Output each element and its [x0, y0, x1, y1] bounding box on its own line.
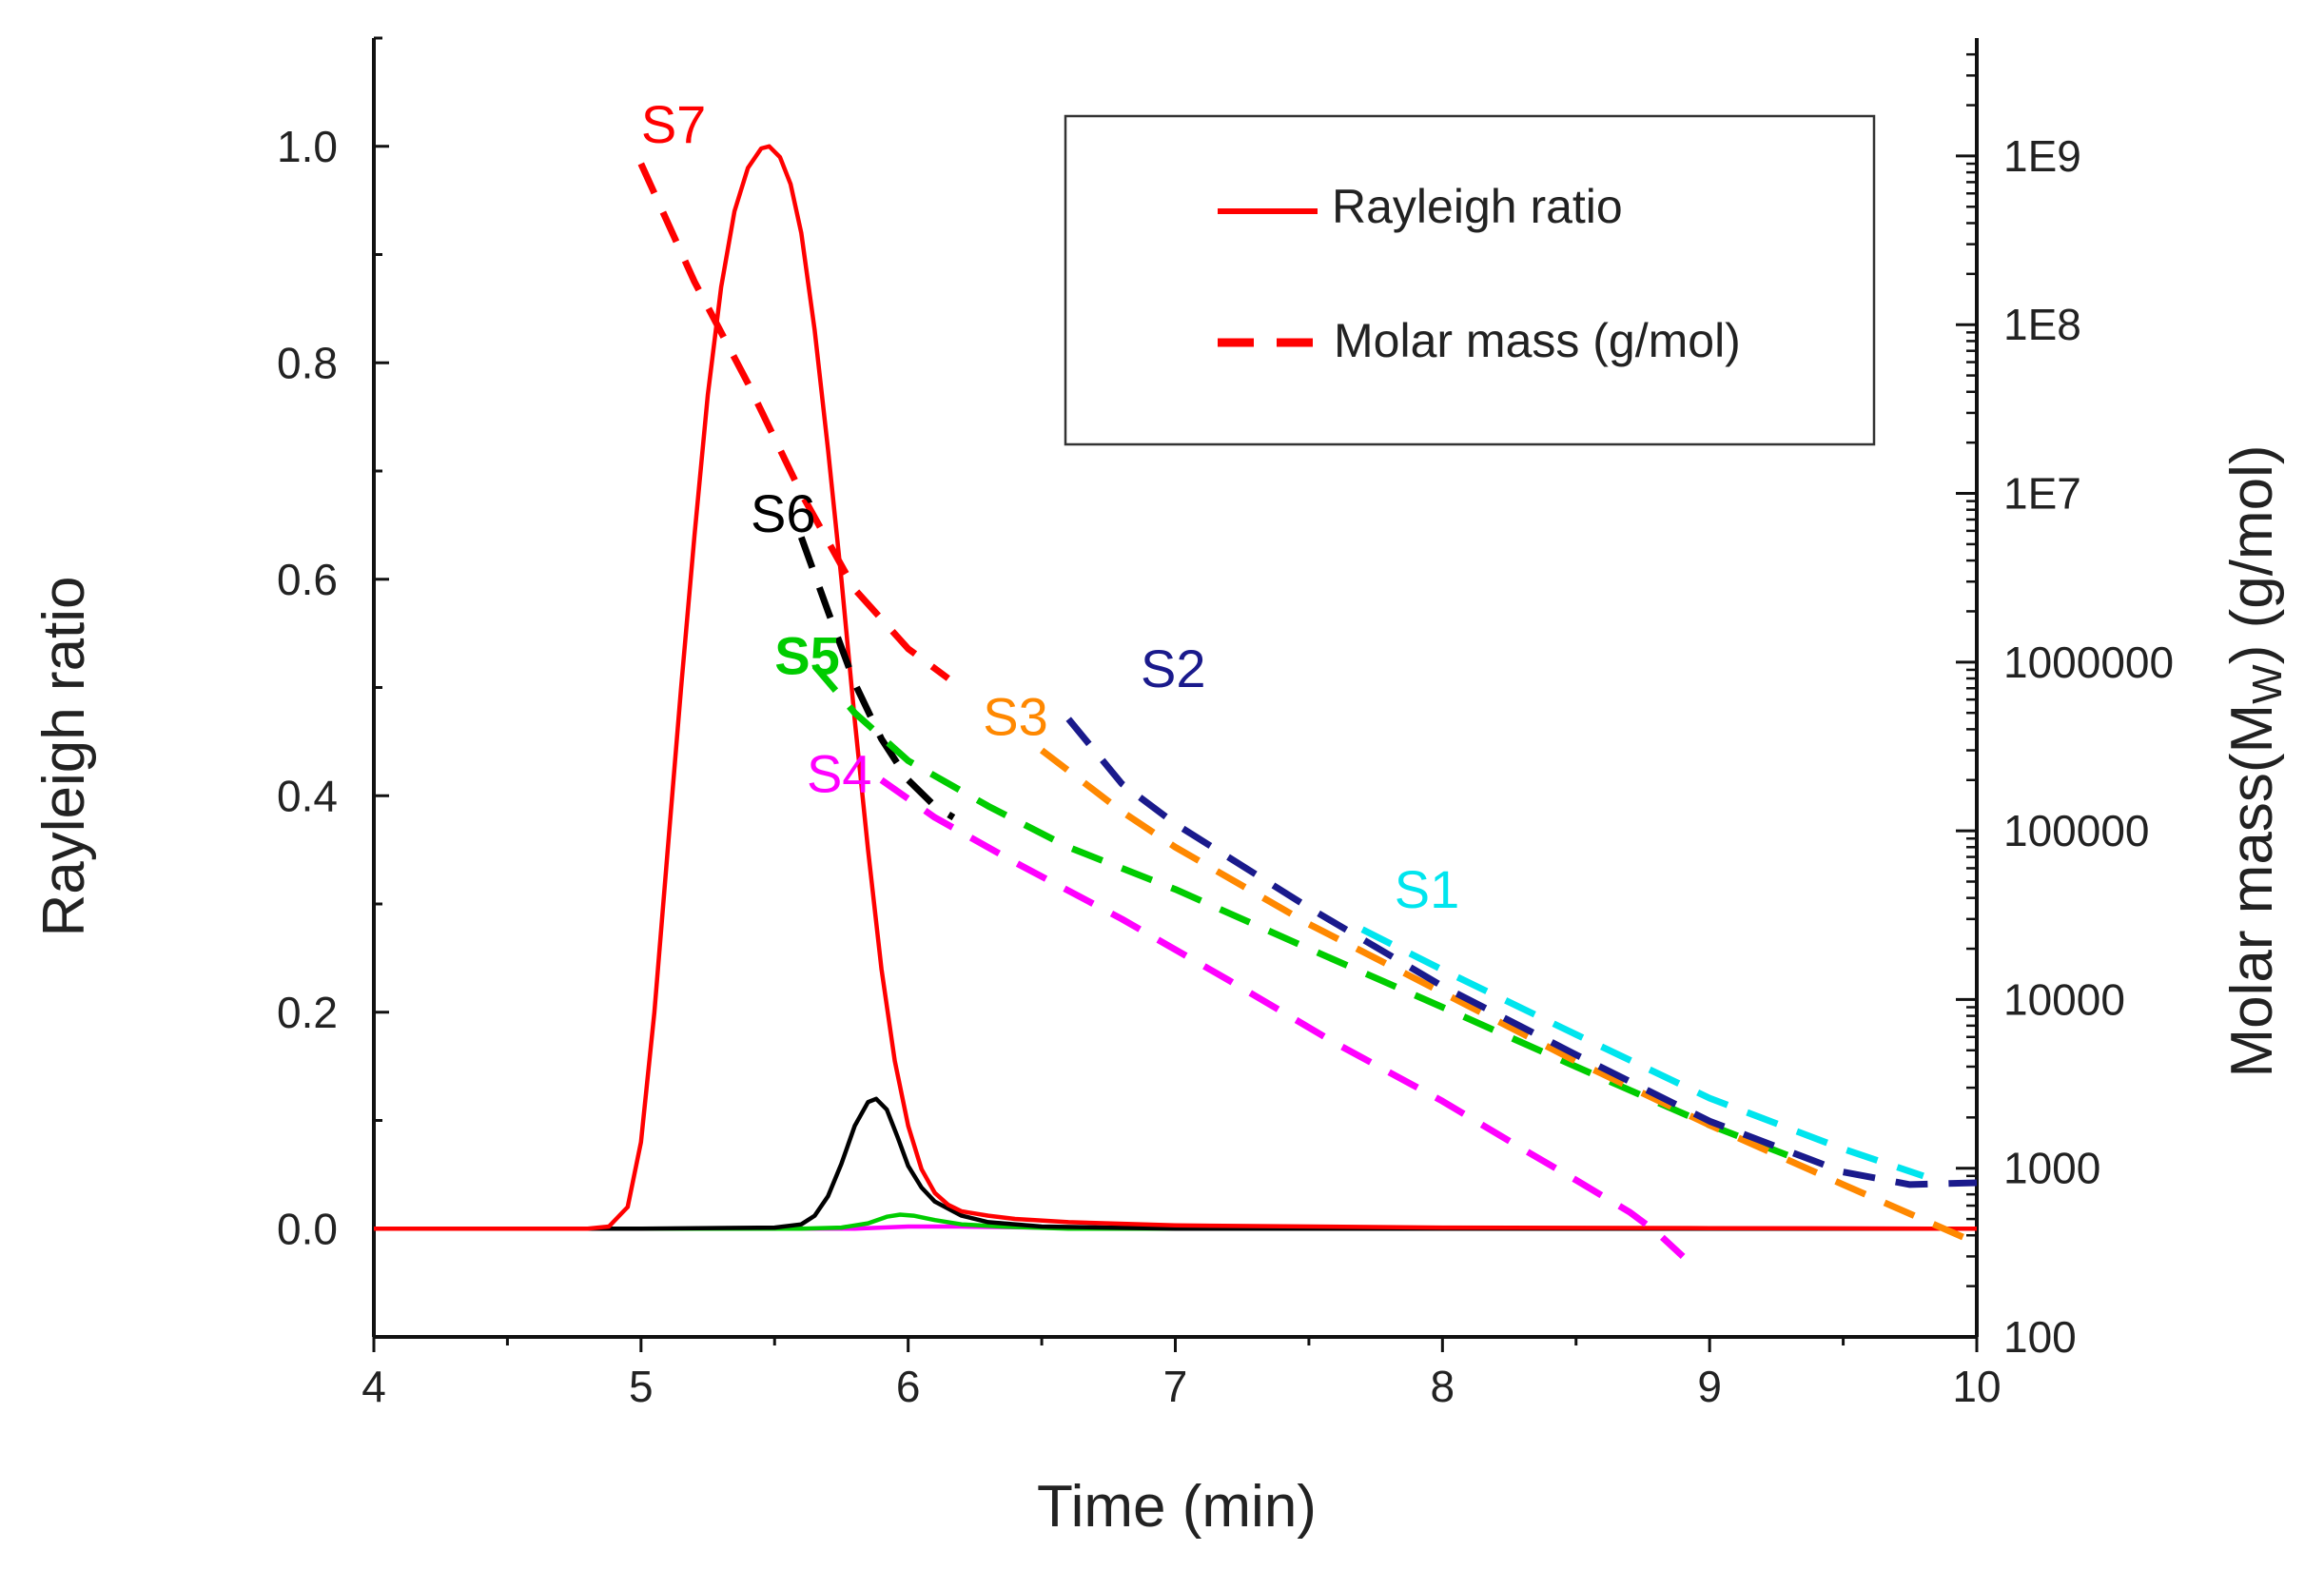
x-tick-label: 8 [1431, 1362, 1455, 1411]
molar-mass-curve-s2 [1065, 717, 1978, 1188]
y2-tick-label: 10000 [2003, 974, 2125, 1024]
y2-tick-label: 1000000 [2003, 638, 2174, 687]
molar-mass-curve-s5 [811, 663, 1805, 1165]
molar-mass-curve-s4 [879, 776, 1686, 1259]
y2-tick-label: 1E7 [2003, 469, 2081, 519]
y-axis-title: Rayleigh ratio [31, 576, 97, 936]
y-tick-label: 0.2 [277, 988, 338, 1037]
y-tick-label: 0.8 [277, 338, 338, 387]
series-label-s3: S3 [983, 686, 1048, 746]
y2-tick-label: 100 [2003, 1312, 2077, 1362]
series-label-s4: S4 [807, 743, 872, 803]
legend-entry-rayleigh: Rayleigh ratio [1332, 180, 1623, 233]
y2-axis-title-prefix: Molar mass(M [2219, 704, 2285, 1078]
x-tick-label: 9 [1697, 1362, 1722, 1411]
y-tick-label: 0.6 [277, 555, 338, 604]
x-axis-title: Time (min) [1037, 1474, 1317, 1540]
y2-axis-title-sub: W [2244, 664, 2291, 704]
plot-area: 4 5 6 7 8 9 10 0.0 0.2 0.4 0.6 0.8 1.0 100 1000 10000 10… [277, 36, 2174, 1411]
y2-axis-title-suffix: ) (g/mol) [2219, 445, 2285, 665]
molar-mass-curve-s3 [1039, 747, 1979, 1247]
series-label-s6: S6 [751, 483, 816, 543]
y2-tick-label: 1E9 [2003, 131, 2081, 181]
x-tick-label: 4 [361, 1362, 386, 1411]
y-tick-label: 0.4 [277, 771, 338, 820]
series-label-s2: S2 [1141, 638, 1206, 698]
y2-tick-label: 1E8 [2003, 300, 2081, 349]
x-tick-label: 5 [629, 1362, 654, 1411]
x-tick-label: 7 [1163, 1362, 1188, 1411]
y2-axis-title: Molar mass(MW) (g/mol) [2219, 445, 2291, 1078]
y2-tick-label: 100000 [2003, 806, 2150, 855]
molar-mass-curve-s6 [798, 536, 956, 821]
series-label-s5: S5 [774, 625, 840, 685]
legend: Rayleigh ratio Molar mass (g/mol) [1064, 114, 1876, 446]
y-tick-label: 1.0 [277, 122, 338, 171]
y2-tick-label: 1000 [2003, 1144, 2100, 1193]
rayleigh-curve-s6 [374, 1096, 1977, 1231]
x-tick-label: 10 [1952, 1362, 2001, 1411]
series-label-s7: S7 [641, 94, 707, 154]
rayleigh-curve-s5 [374, 1212, 1977, 1231]
molar-mass-curve-s1 [1360, 926, 1924, 1180]
legend-box [1064, 114, 1876, 446]
y-tick-label: 0.0 [277, 1204, 338, 1253]
legend-entry-molar-mass: Molar mass (g/mol) [1334, 314, 1741, 367]
rayleigh-curve-s7 [374, 144, 1978, 1231]
x-tick-label: 6 [896, 1362, 921, 1411]
series-label-s1: S1 [1395, 859, 1460, 919]
molar-mass-curve-s7 [637, 162, 950, 681]
